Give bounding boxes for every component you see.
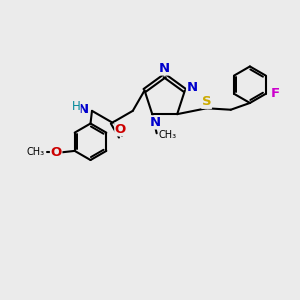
Text: N: N [78, 103, 89, 116]
Text: N: N [150, 116, 161, 129]
Text: O: O [50, 146, 62, 159]
Text: S: S [202, 95, 211, 108]
Text: CH₃: CH₃ [26, 147, 45, 158]
Text: F: F [271, 87, 280, 100]
Text: N: N [187, 81, 198, 94]
Text: N: N [78, 103, 89, 116]
Text: N: N [159, 62, 170, 75]
Text: CH₃: CH₃ [158, 130, 177, 140]
Text: H: H [71, 100, 80, 113]
Text: O: O [115, 123, 126, 136]
